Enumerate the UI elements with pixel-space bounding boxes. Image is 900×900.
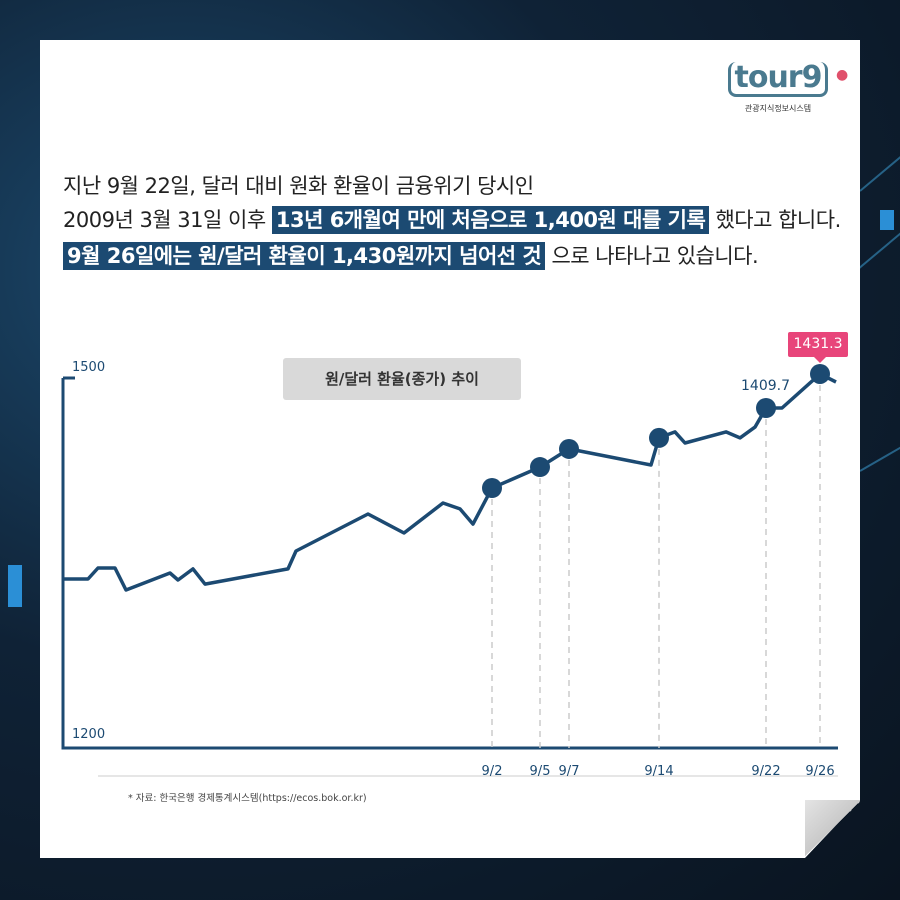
bg-decor-candle [880, 210, 894, 230]
map-pin-icon: ● [836, 67, 849, 83]
chart-title: 원/달러 환율(종가) 추이 [283, 358, 521, 400]
intro-line-2: 2009년 3월 31일 이후 13년 6개월여 만에 처음으로 1,400원 … [63, 204, 841, 234]
logo-subtitle: 관광지식정보시스템 [744, 104, 812, 113]
y-tick-label: 1500 [72, 360, 106, 375]
data-point-9/22 [756, 398, 776, 418]
x-tick-label: 9/26 [805, 764, 835, 779]
x-tick-label: 9/5 [529, 764, 551, 779]
data-point-9/26 [810, 363, 830, 384]
x-tick-label: 9/14 [644, 764, 674, 779]
page-fold [805, 800, 860, 858]
value-label: 1409.7 [741, 378, 790, 394]
intro-highlight: 9월 26일에는 원/달러 환율이 1,430원까지 넘어선 것 [63, 242, 546, 270]
data-point-9/7 [559, 438, 579, 459]
source-note: * 자료: 한국은행 경제통계시스템(https://ecos.bok.or.k… [128, 793, 367, 804]
data-point-9/14 [649, 427, 669, 448]
intro-text: 2009년 3월 31일 이후 [63, 208, 266, 232]
value-callout: 1431.3 [788, 332, 848, 363]
intro-text: 했다고 합니다. [715, 208, 841, 232]
data-point-9/5 [530, 457, 550, 478]
logo-wordmark: tour9 [727, 62, 829, 97]
intro-highlight: 13년 6개월여 만에 처음으로 1,400원 대를 기록 [271, 206, 710, 234]
y-tick-label: 1200 [72, 727, 106, 742]
data-point-9/2 [482, 478, 502, 498]
content-card [40, 40, 860, 858]
intro-text: 지난 9월 22일, 달러 대비 원화 환율이 금융위기 당시인 [63, 174, 534, 198]
logo: tour9 ● 관광지식정보시스템 [722, 62, 848, 114]
axes [61, 378, 838, 750]
x-tick-label: 9/22 [751, 764, 781, 779]
intro-line-1: 지난 9월 22일, 달러 대비 원화 환율이 금융위기 당시인 [63, 170, 534, 200]
x-tick-label: 9/7 [558, 764, 580, 779]
bg-decor-candle [8, 565, 22, 607]
series-line [63, 372, 837, 592]
intro-text: 으로 나타나고 있습니다. [551, 244, 759, 268]
intro-line-3: 9월 26일에는 원/달러 환율이 1,430원까지 넘어선 것 으로 나타나고… [63, 240, 759, 270]
x-tick-label: 9/2 [481, 764, 503, 779]
